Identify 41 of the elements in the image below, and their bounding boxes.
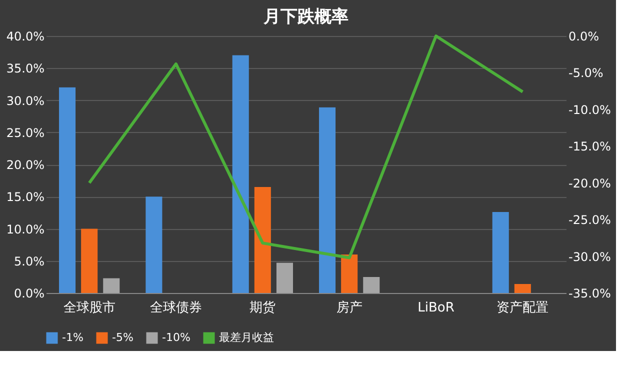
bar	[363, 276, 380, 293]
x-tick-label: LiBoR	[418, 300, 454, 316]
y-tick-label: 0.0%	[14, 286, 44, 300]
y-tick-label: 5.0%	[14, 254, 44, 268]
x-tick-label: 资产配置	[496, 300, 549, 316]
bar	[341, 254, 358, 293]
legend-label: -5%	[112, 331, 134, 344]
bar	[59, 87, 76, 293]
y-tick-label: 20.0%	[6, 158, 44, 172]
y-tick-label: 25.0%	[6, 126, 44, 140]
bar	[146, 196, 162, 293]
legend-label: -10%	[162, 331, 190, 344]
bar	[276, 262, 293, 293]
y-tick-label: 40.0%	[6, 30, 44, 44]
bar	[492, 212, 509, 293]
x-tick-label: 房产	[336, 300, 362, 316]
y2-tick-label: -20.0%	[568, 176, 611, 190]
y2-tick-label: 0.0%	[568, 30, 599, 44]
y-tick-label: 15.0%	[6, 190, 44, 204]
legend-label: 最差月收益	[219, 331, 274, 344]
y-tick-label: 30.0%	[6, 94, 44, 108]
y-tick-label: 10.0%	[6, 222, 44, 236]
line-series	[88, 34, 524, 260]
bar	[81, 228, 98, 293]
y2-tick-label: -25.0%	[568, 213, 611, 228]
y2-tick-label: -15.0%	[568, 140, 611, 154]
y-tick-label: 35.0%	[6, 62, 44, 76]
y2-tick-label: -30.0%	[568, 250, 611, 264]
bar	[103, 278, 120, 293]
bar	[232, 55, 249, 293]
bar	[254, 186, 271, 293]
y2-tick-label: -10.0%	[568, 102, 611, 117]
legend-label: -1%	[62, 331, 84, 344]
x-tick-label: 期货	[250, 300, 276, 316]
chart-title: 月下跌概率	[262, 7, 348, 27]
bar	[319, 107, 336, 293]
x-tick-label: 全球债券	[150, 300, 202, 316]
y2-tick-label: -35.0%	[568, 286, 611, 300]
y2-tick-label: -5.0%	[568, 66, 604, 80]
bar	[514, 284, 531, 293]
x-tick-label: 全球股市	[63, 300, 116, 316]
